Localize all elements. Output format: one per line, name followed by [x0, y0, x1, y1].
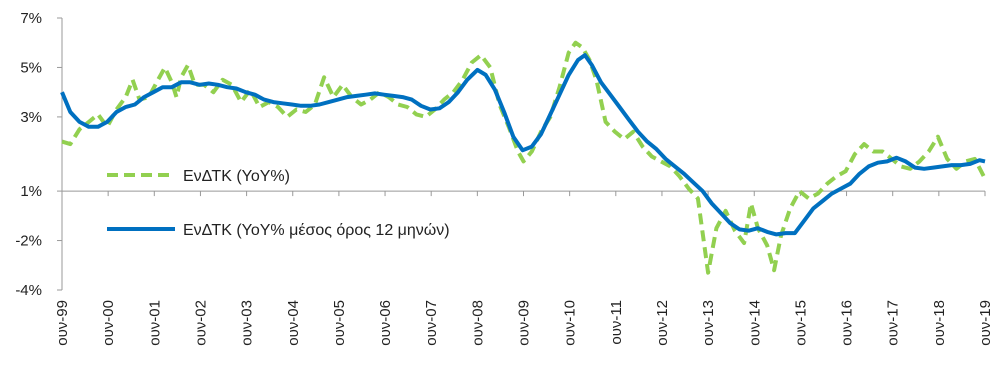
x-tick-label: ουν-14	[746, 300, 763, 346]
x-tick-label: ουν-11	[608, 300, 625, 345]
x-tick-label: ουν-16	[839, 300, 856, 346]
x-tick-label: ουν-05	[331, 300, 348, 346]
y-tick-label: 3%	[20, 109, 42, 126]
series-layer	[60, 40, 987, 275]
x-tick-label: ουν-12	[654, 300, 671, 346]
x-tick-label: ουν-19	[977, 300, 994, 346]
x-tick-label: ουν-18	[931, 300, 948, 346]
x-axis: ουν-99 ουν-00 ουν-01 ουν-02 ουν-03 ουν-04 ουν-…	[54, 191, 994, 346]
y-tick-label: 1%	[20, 183, 42, 200]
x-tick-label: ουν-00	[100, 300, 117, 346]
x-tick-label: ουν-04	[285, 300, 302, 346]
y-axis: -4% -2% 1% 3% 5% 7%	[15, 10, 63, 299]
x-tick-label: ουν-10	[562, 300, 579, 346]
y-tick-label: 5%	[20, 59, 42, 76]
x-tick-label: ουν-03	[239, 300, 256, 346]
x-tick-label: ουν-01	[146, 300, 163, 346]
series-moving-average-line	[60, 53, 986, 237]
x-tick-label: ουν-07	[423, 300, 440, 346]
x-tick-label: ουν-15	[792, 300, 809, 346]
y-tick-label: -2%	[15, 233, 42, 250]
x-tick-label: ουν-08	[469, 300, 486, 346]
x-tick-label: ουν-09	[516, 300, 533, 346]
y-tick-label: -4%	[15, 282, 42, 299]
legend: ΕνΔΤΚ (YoY%) ΕνΔΤΚ (YoY% μέσος όρος 12 μ…	[107, 168, 450, 239]
x-tick-label: ουν-17	[885, 300, 902, 346]
legend-label-yoy: ΕνΔΤΚ (YoY%)	[183, 168, 290, 185]
y-tick-label: 7%	[20, 10, 42, 27]
x-tick-label: ουν-02	[192, 300, 209, 346]
legend-label-moving-average: ΕνΔΤΚ (YoY% μέσος όρος 12 μηνών)	[183, 222, 450, 239]
x-tick-label: ουν-13	[700, 300, 717, 346]
x-tick-label: ουν-06	[377, 300, 394, 346]
x-tick-label: ουν-99	[54, 300, 71, 346]
